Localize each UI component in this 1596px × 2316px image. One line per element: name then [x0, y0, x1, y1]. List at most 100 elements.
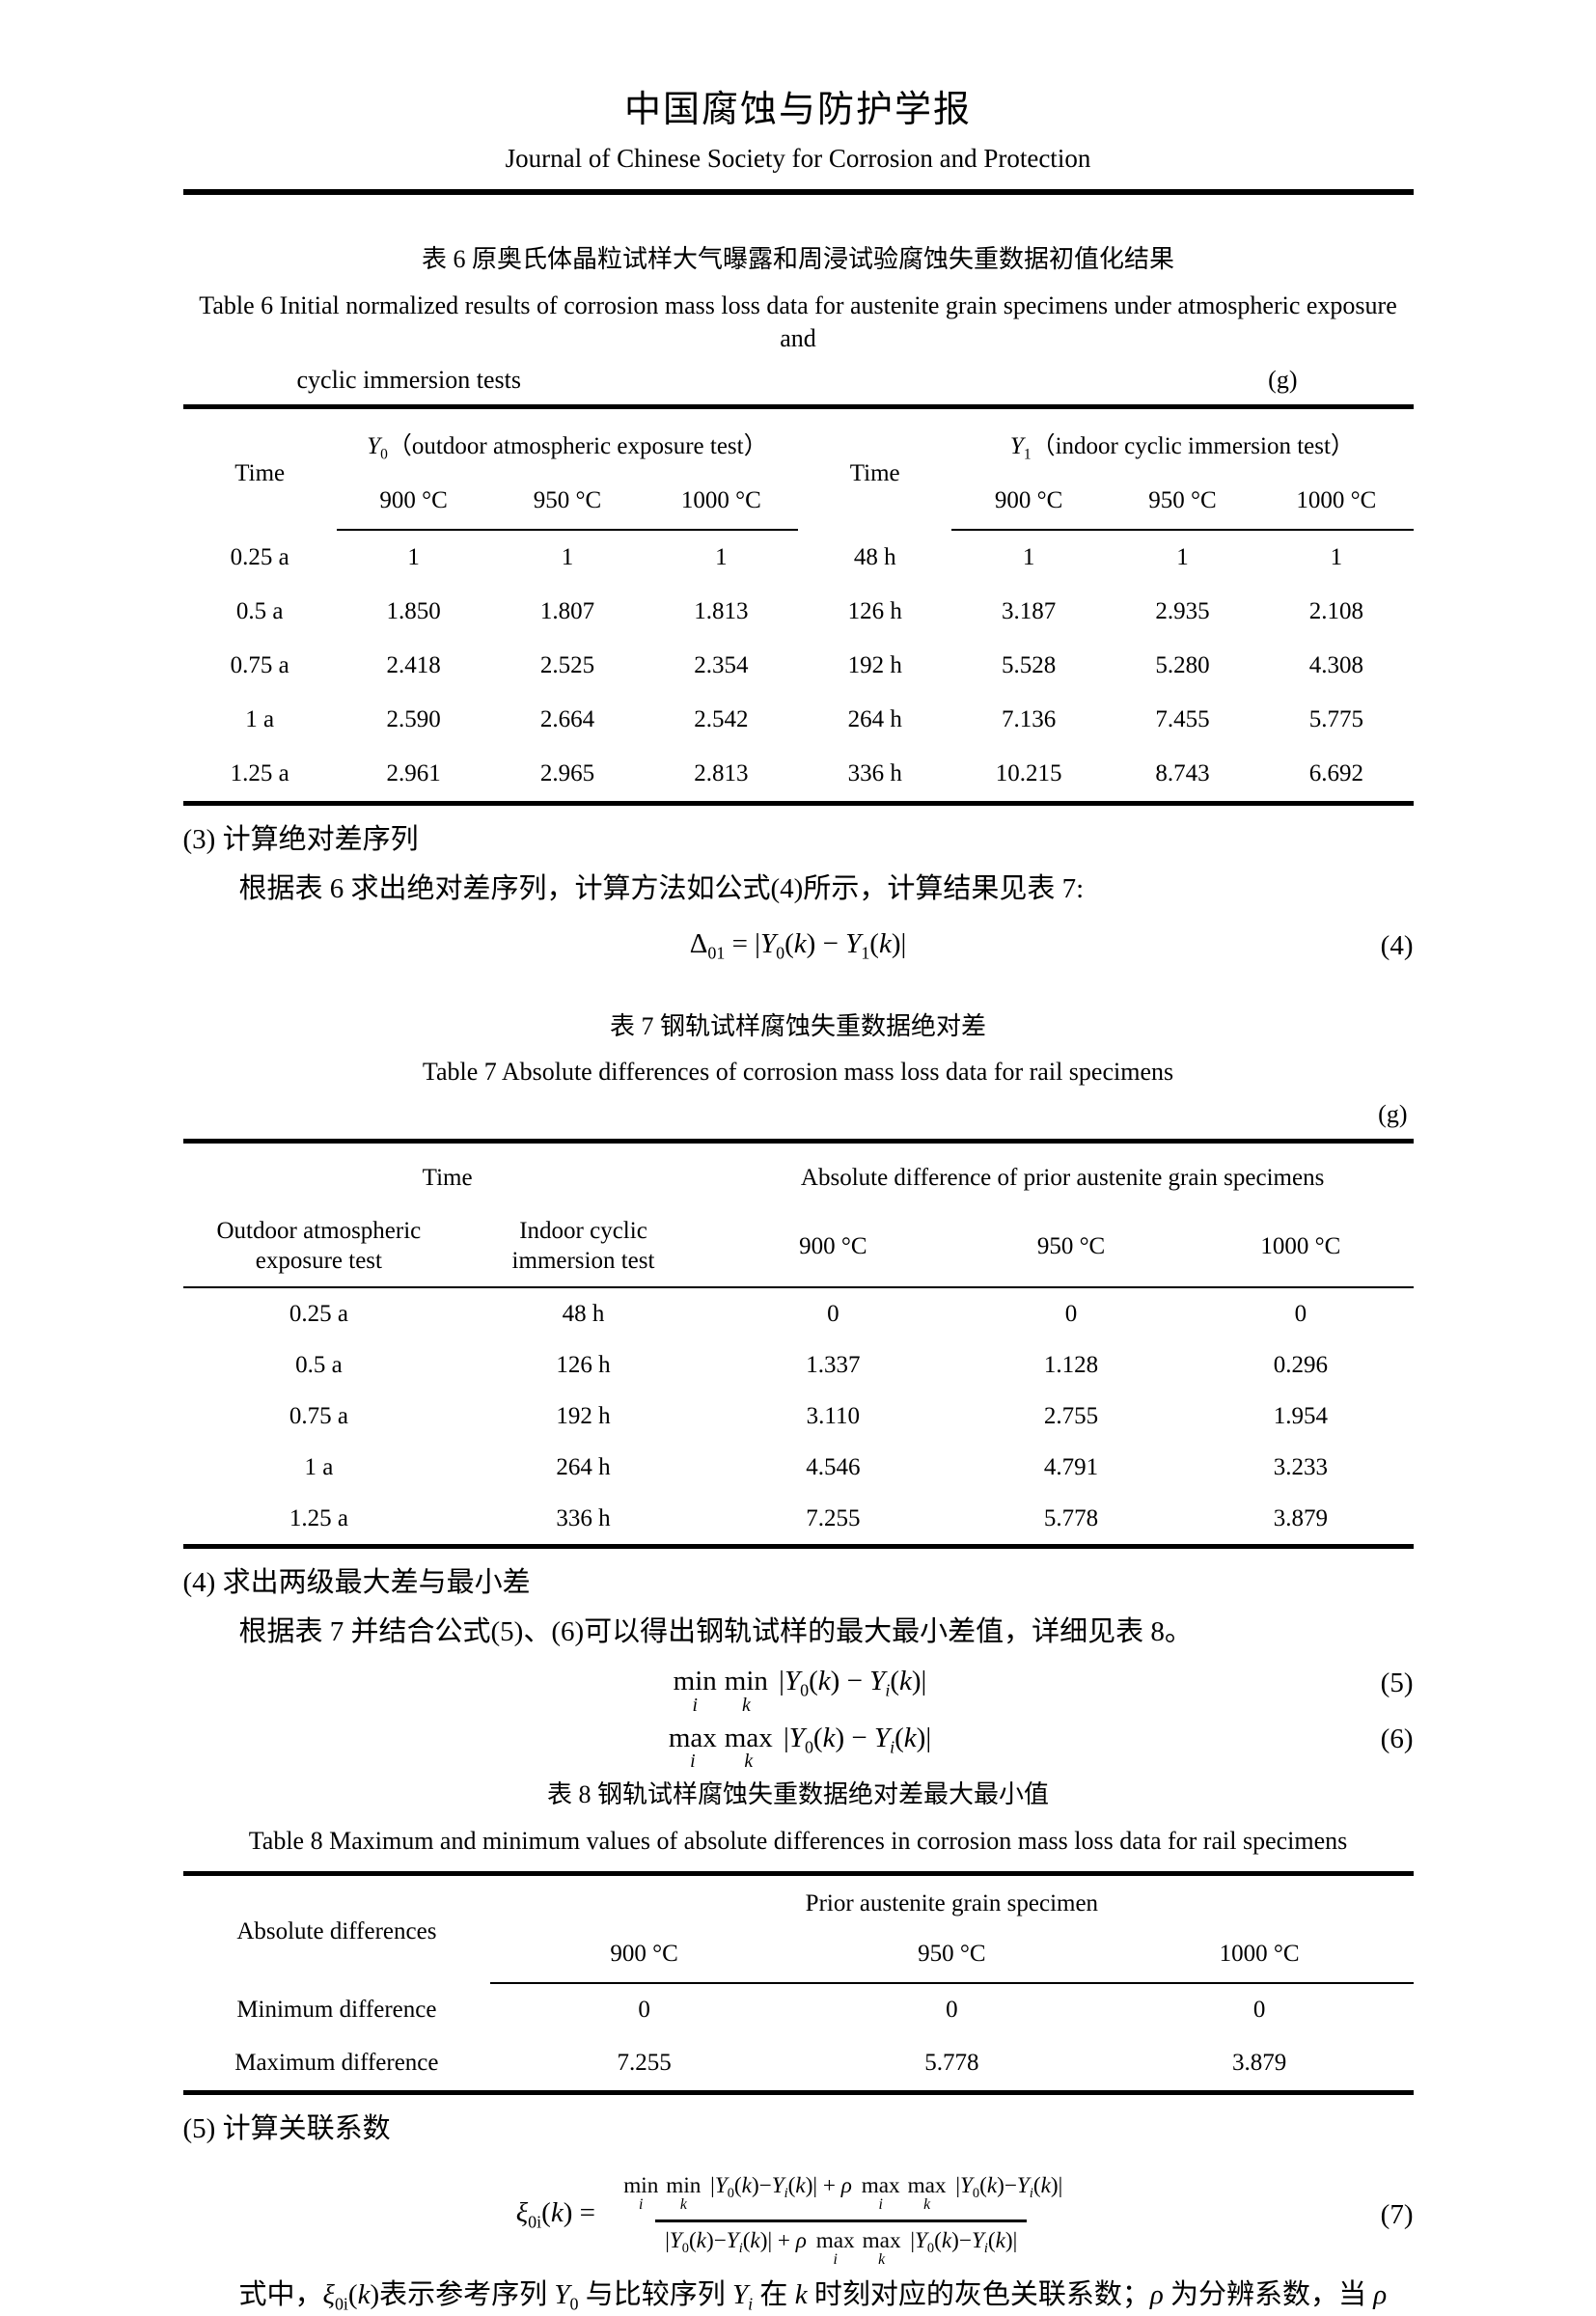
- table-cell: 1.813: [694, 598, 749, 625]
- table8-header: Absolute differences Prior austenite gra…: [183, 1873, 1414, 1984]
- math-token: (: [934, 2227, 942, 2253]
- table-row: 1 a 2.590 2.664 2.542 264 h 7.136 7.455 5.775: [183, 693, 1414, 747]
- table-cell: 0.75 a: [230, 652, 289, 679]
- math-token: k: [795, 2172, 806, 2198]
- math-token: (: [688, 2227, 697, 2253]
- math-token: Y: [714, 2172, 728, 2198]
- math-token: k: [741, 1694, 751, 1716]
- table6-header-row-temps: 900 °C 950 °C 1000 °C 900 °C 950 °C 1000…: [183, 473, 1414, 532]
- table-cell: 48 h: [562, 1300, 605, 1327]
- math-token: (: [894, 1722, 904, 1753]
- table-row: 0.5 a 1.850 1.807 1.813 126 h 3.187 2.935 2.108: [183, 585, 1414, 639]
- table6-group-right-desc: （indoor cyclic immersion test）: [1031, 432, 1355, 459]
- table-cell: 2.418: [386, 652, 441, 679]
- math-token: 式中，: [238, 2278, 323, 2310]
- math-token: (: [812, 1722, 823, 1753]
- math-token: Y: [771, 2172, 784, 2198]
- section4-heading: (4) 求出两级最大差与最小差: [182, 1567, 531, 1599]
- table-cell: 1: [715, 544, 728, 571]
- math-token: i: [833, 2251, 838, 2269]
- math-token: |: [665, 2227, 670, 2253]
- closing-paragraph: 式中，ξ0i(k)表示参考序列 Y0 与比较序列 Yi 在 k 时刻对应的灰色关…: [183, 2275, 1414, 2316]
- table-cell: 1: [561, 544, 574, 571]
- equation-4-number: (4): [1380, 930, 1414, 961]
- math-token: ) −: [835, 1722, 874, 1753]
- table-row: 0.75 a 2.418 2.525 2.354 192 h 5.528 5.280 4.30…: [183, 639, 1414, 693]
- table6-header-temp: 950 °C: [490, 473, 645, 532]
- table-cell: 3.879: [1232, 2050, 1287, 2077]
- math-token: 0: [569, 2294, 579, 2314]
- table-cell: 2.108: [1308, 598, 1363, 625]
- table-cell: 10.215: [995, 760, 1062, 787]
- table-row: Maximum difference 7.255 5.778 3.879: [183, 2037, 1414, 2093]
- math-token: (: [787, 2172, 796, 2198]
- table6-section: 表 6 原奥氏体晶粒试样大气曝露和周浸试验腐蚀失重数据初值化结果 Table 6…: [182, 243, 1414, 807]
- math-token: (: [541, 2196, 551, 2228]
- math-token: Y: [1016, 2172, 1030, 2198]
- table-cell: 5.778: [1043, 1504, 1099, 1531]
- table7-caption-zh: 表 7 钢轨试样腐蚀失重数据绝对差: [609, 1011, 986, 1040]
- section3-heading: (3) 计算绝对差序列: [182, 824, 419, 856]
- table-cell: 1.128: [1043, 1351, 1099, 1378]
- table6-caption-en-line2: cyclic immersion tests (g): [183, 364, 1414, 397]
- table-cell: 7.255: [617, 2050, 672, 2077]
- table-cell: 1: [407, 544, 420, 571]
- math-token: max: [862, 2227, 901, 2253]
- header-rule: [182, 188, 1414, 195]
- math-token: Y: [915, 2227, 927, 2253]
- table-cell: 5.775: [1308, 706, 1363, 733]
- table6: Time Y0（outdoor atmospheric exposure tes…: [182, 404, 1414, 807]
- table-row: 0.25 a 1 1 1 48 h 1 1 1: [183, 530, 1414, 585]
- table7-header-abs-group: Absolute difference of prior austenite g…: [800, 1165, 1325, 1192]
- table-cell: 1: [1330, 544, 1343, 571]
- math-token: = |: [725, 928, 760, 960]
- table7-header-temp: 900 °C: [711, 1205, 954, 1289]
- table-cell: 1 a: [245, 706, 275, 733]
- table-row: 0.25 a 48 h 0 0 0: [183, 1287, 1414, 1339]
- math-token: ρ: [795, 2227, 807, 2253]
- math-token: 01: [707, 943, 726, 963]
- table6-header: Time Y0（outdoor atmospheric exposure tes…: [183, 407, 1414, 532]
- math-token: )|: [891, 928, 907, 960]
- math-token: (: [869, 928, 879, 960]
- math-token: (: [890, 1666, 899, 1697]
- table-cell: 2.664: [539, 706, 595, 733]
- table6-caption-en-continuation: cyclic immersion tests: [296, 366, 522, 395]
- table8-body: Minimum difference 0 0 0 Maximum difference 7…: [183, 1983, 1414, 2093]
- math-token: 0i: [334, 2294, 348, 2314]
- table-cell: 3.233: [1273, 1453, 1328, 1480]
- equation-6-body: max i max k |Y0(k) − Yi(k)|: [665, 1722, 931, 1771]
- math-token: min: [623, 2172, 659, 2198]
- math-token: ) −: [806, 928, 846, 960]
- math-token: )−: [951, 2227, 972, 2253]
- equation-6-number: (6): [1380, 1723, 1414, 1755]
- equation-7-body: ξ0i(k) = min i min k |Y0(k)−Yi(k)| + ρ max i…: [516, 2172, 1080, 2268]
- table-cell: 0.25 a: [289, 1300, 348, 1327]
- table-cell: 4.308: [1308, 652, 1363, 679]
- table7-header-time-group: Time: [422, 1165, 473, 1192]
- table-cell: 1: [1176, 544, 1189, 571]
- math-token: k: [794, 2278, 808, 2310]
- math-token: |: [949, 2172, 960, 2198]
- table-cell: 0.25 a: [230, 543, 289, 570]
- math-token: k: [986, 2172, 998, 2198]
- math-token: k: [903, 1722, 917, 1753]
- table-cell: 6.692: [1308, 760, 1363, 787]
- math-token: Y: [726, 2227, 739, 2253]
- math-underop: min k: [725, 1666, 768, 1714]
- table7-header-temp: 1000 °C: [1188, 1205, 1414, 1289]
- table-cell: Minimum difference: [236, 1996, 437, 2023]
- math-token: k: [741, 2172, 752, 2198]
- table-cell: 264 h: [556, 1453, 611, 1480]
- math-token: max: [907, 2172, 947, 2198]
- table-cell: 192 h: [847, 652, 902, 679]
- table-cell: 1: [1022, 544, 1035, 571]
- table-cell: 1.25 a: [289, 1504, 348, 1531]
- math-token: i: [890, 1736, 895, 1756]
- math-token: 在: [753, 2278, 795, 2310]
- math-token: k: [822, 1722, 836, 1753]
- math-token: ξ: [322, 2278, 335, 2310]
- math-token: i: [983, 2240, 988, 2256]
- math-token: max: [815, 2227, 855, 2253]
- table6-header-row-groups: Time Y0（outdoor atmospheric exposure tes…: [183, 407, 1414, 486]
